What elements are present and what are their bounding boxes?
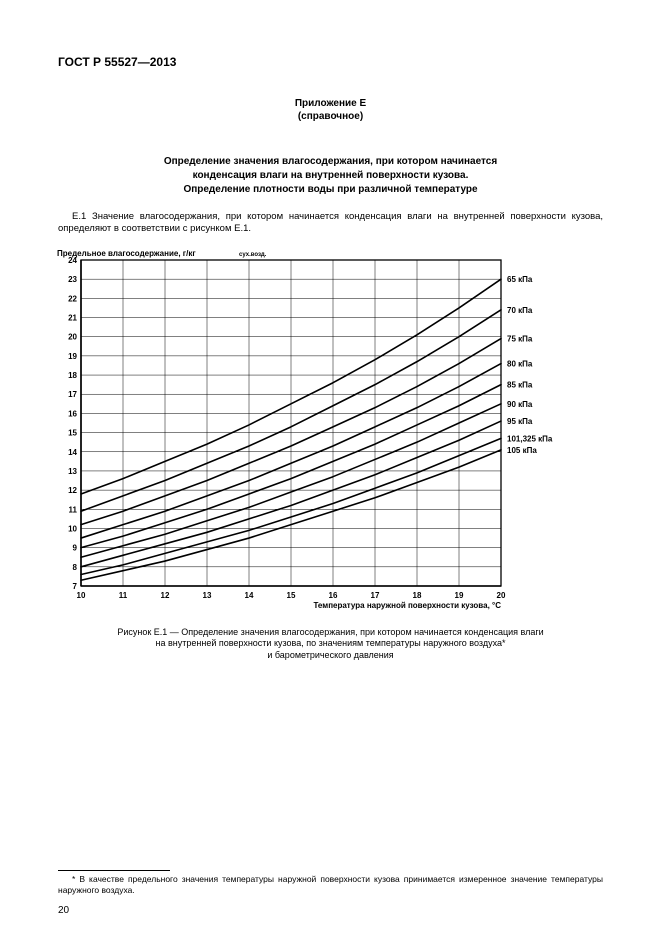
svg-text:13: 13 bbox=[68, 467, 77, 476]
svg-text:80 кПа: 80 кПа bbox=[507, 359, 533, 368]
subtitle-line2: конденсация влаги на внутренней поверхно… bbox=[193, 170, 469, 181]
svg-text:14: 14 bbox=[245, 591, 254, 600]
svg-text:15: 15 bbox=[68, 428, 77, 437]
svg-text:15: 15 bbox=[287, 591, 296, 600]
footnote-text: * В качестве предельного значения темпер… bbox=[58, 874, 603, 895]
svg-text:21: 21 bbox=[68, 313, 77, 322]
caption-line2: на внутренней поверхности кузова, по зна… bbox=[156, 638, 506, 648]
svg-text:10: 10 bbox=[68, 524, 77, 533]
caption-line3: и барометрического давления bbox=[267, 650, 393, 660]
svg-text:23: 23 bbox=[68, 275, 77, 284]
subtitle-line1: Определение значения влагосодержания, пр… bbox=[164, 156, 497, 167]
paragraph-text: Е.1 Значение влагосодержания, при которо… bbox=[58, 211, 603, 234]
svg-text:13: 13 bbox=[203, 591, 212, 600]
appendix-title: Приложение Е (справочное) bbox=[58, 97, 603, 123]
svg-text:19: 19 bbox=[455, 591, 464, 600]
svg-text:85 кПа: 85 кПа bbox=[507, 380, 533, 389]
svg-text:19: 19 bbox=[68, 352, 77, 361]
document-id: ГОСТ Р 55527—2013 bbox=[58, 55, 603, 69]
svg-text:11: 11 bbox=[119, 591, 128, 600]
svg-text:24: 24 bbox=[68, 256, 77, 265]
svg-text:90 кПа: 90 кПа bbox=[507, 400, 533, 409]
svg-text:65 кПа: 65 кПа bbox=[507, 275, 533, 284]
appendix-title-line2: (справочное) bbox=[298, 111, 363, 122]
svg-text:18: 18 bbox=[413, 591, 422, 600]
section-subtitle: Определение значения влагосодержания, пр… bbox=[58, 155, 603, 197]
svg-text:14: 14 bbox=[68, 447, 77, 456]
footnote-divider bbox=[58, 870, 170, 871]
svg-text:70 кПа: 70 кПа bbox=[507, 306, 533, 315]
svg-text:16: 16 bbox=[68, 409, 77, 418]
svg-text:12: 12 bbox=[68, 486, 77, 495]
svg-text:11: 11 bbox=[69, 505, 78, 514]
svg-text:сух.возд.: сух.возд. bbox=[239, 252, 267, 258]
svg-text:22: 22 bbox=[68, 294, 77, 303]
svg-text:17: 17 bbox=[68, 390, 77, 399]
svg-text:20: 20 bbox=[68, 332, 77, 341]
moisture-chart: Предельное влагосодержание, г/кг сух.возд… bbox=[53, 244, 573, 614]
caption-line1: Рисунок Е.1 — Определение значения влаго… bbox=[117, 627, 543, 637]
svg-text:75 кПа: 75 кПа bbox=[507, 334, 533, 343]
svg-text:12: 12 bbox=[161, 591, 170, 600]
svg-text:20: 20 bbox=[497, 591, 506, 600]
svg-text:9: 9 bbox=[73, 543, 78, 552]
page-number: 20 bbox=[58, 905, 69, 916]
svg-text:16: 16 bbox=[329, 591, 338, 600]
svg-text:7: 7 bbox=[73, 582, 78, 591]
svg-text:105 кПа: 105 кПа bbox=[507, 446, 537, 455]
appendix-title-line1: Приложение Е bbox=[295, 98, 366, 109]
svg-text:18: 18 bbox=[68, 371, 77, 380]
svg-text:95 кПа: 95 кПа bbox=[507, 417, 533, 426]
chart-container: Предельное влагосодержание, г/кг сух.возд… bbox=[53, 244, 603, 619]
svg-text:101,325 кПа: 101,325 кПа bbox=[507, 434, 553, 443]
subtitle-line3: Определение плотности воды при различной… bbox=[183, 184, 477, 195]
svg-text:17: 17 bbox=[371, 591, 380, 600]
figure-caption: Рисунок Е.1 — Определение значения влаго… bbox=[58, 627, 603, 662]
svg-text:8: 8 bbox=[73, 563, 78, 572]
svg-text:Температура наружной поверхнос: Температура наружной поверхности кузова,… bbox=[313, 601, 501, 610]
paragraph-e1: Е.1 Значение влагосодержания, при которо… bbox=[58, 211, 603, 236]
footnote: * В качестве предельного значения темпер… bbox=[58, 874, 603, 896]
svg-text:10: 10 bbox=[77, 591, 86, 600]
svg-text:Предельное влагосодержание, г/: Предельное влагосодержание, г/кг bbox=[57, 249, 196, 258]
